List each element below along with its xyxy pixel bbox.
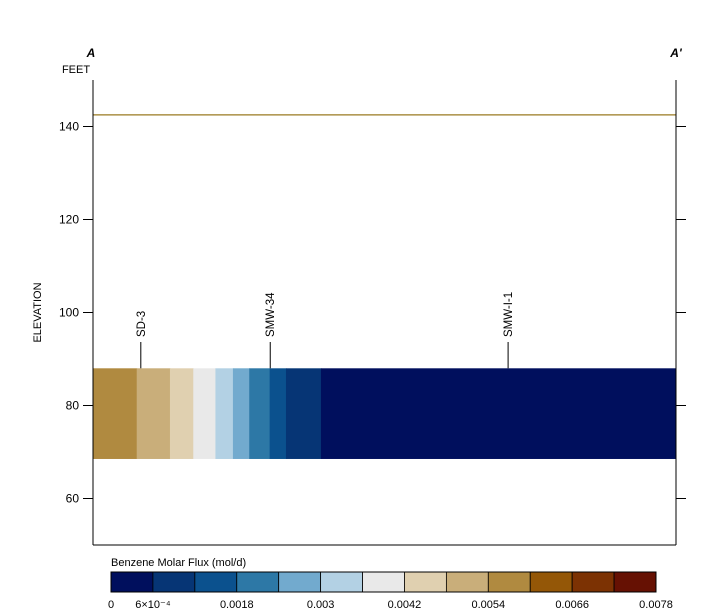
y-tick-label: 120: [59, 213, 79, 227]
flux-band-segment: [320, 368, 677, 459]
units-label: FEET: [62, 64, 90, 76]
legend-tick-label: 0: [108, 599, 114, 611]
legend-tick-label: 0.003: [307, 599, 335, 611]
legend-swatch: [320, 571, 363, 593]
flux-band-segment: [136, 368, 171, 459]
legend-tick-label: 0.0078: [639, 599, 673, 611]
y-tick-label: 60: [66, 492, 80, 506]
legend-swatch: [110, 571, 154, 593]
legend-swatch: [404, 571, 447, 593]
legend-swatch: [529, 571, 573, 593]
legend-title: Benzene Molar Flux (mol/d): [111, 557, 246, 569]
flux-band-segment: [285, 368, 322, 459]
legend-frame: [110, 571, 657, 593]
legend-swatch: [236, 571, 280, 593]
legend-tick-label: 0.0054: [471, 599, 505, 611]
legend-swatch: [445, 571, 489, 593]
well-label: SD-3: [136, 311, 148, 337]
well-label: SMW-34: [265, 292, 277, 337]
flux-band-segment: [249, 368, 271, 459]
y-tick-label: 140: [59, 120, 79, 134]
section-end-label: A': [669, 46, 683, 60]
legend-tick-label: 6×10⁻⁴: [135, 599, 171, 611]
flux-band-segment: [193, 368, 216, 459]
legend-swatch: [571, 571, 615, 593]
legend-swatch: [278, 571, 322, 593]
y-tick-label: 100: [59, 306, 79, 320]
legend-swatch: [194, 571, 238, 593]
flux-band-segment: [232, 368, 250, 459]
legend-tick-label: 0.0066: [555, 599, 589, 611]
legend-tick-label: 0.0042: [388, 599, 422, 611]
legend-tick-label: 0.0018: [220, 599, 254, 611]
legend-swatch: [613, 571, 657, 593]
flux-band-segment: [269, 368, 287, 459]
legend-swatch: [487, 571, 531, 593]
y-axis-title: ELEVATION: [32, 282, 44, 342]
section-start-label: A: [86, 46, 96, 60]
well-label: SMW-I-1: [503, 292, 515, 337]
flux-band-segment: [93, 368, 138, 459]
flux-band-segment: [169, 368, 194, 459]
legend-swatch: [152, 571, 196, 593]
y-tick-label: 80: [66, 399, 80, 413]
legend-swatch: [362, 571, 405, 593]
flux-band-segment: [215, 368, 234, 459]
